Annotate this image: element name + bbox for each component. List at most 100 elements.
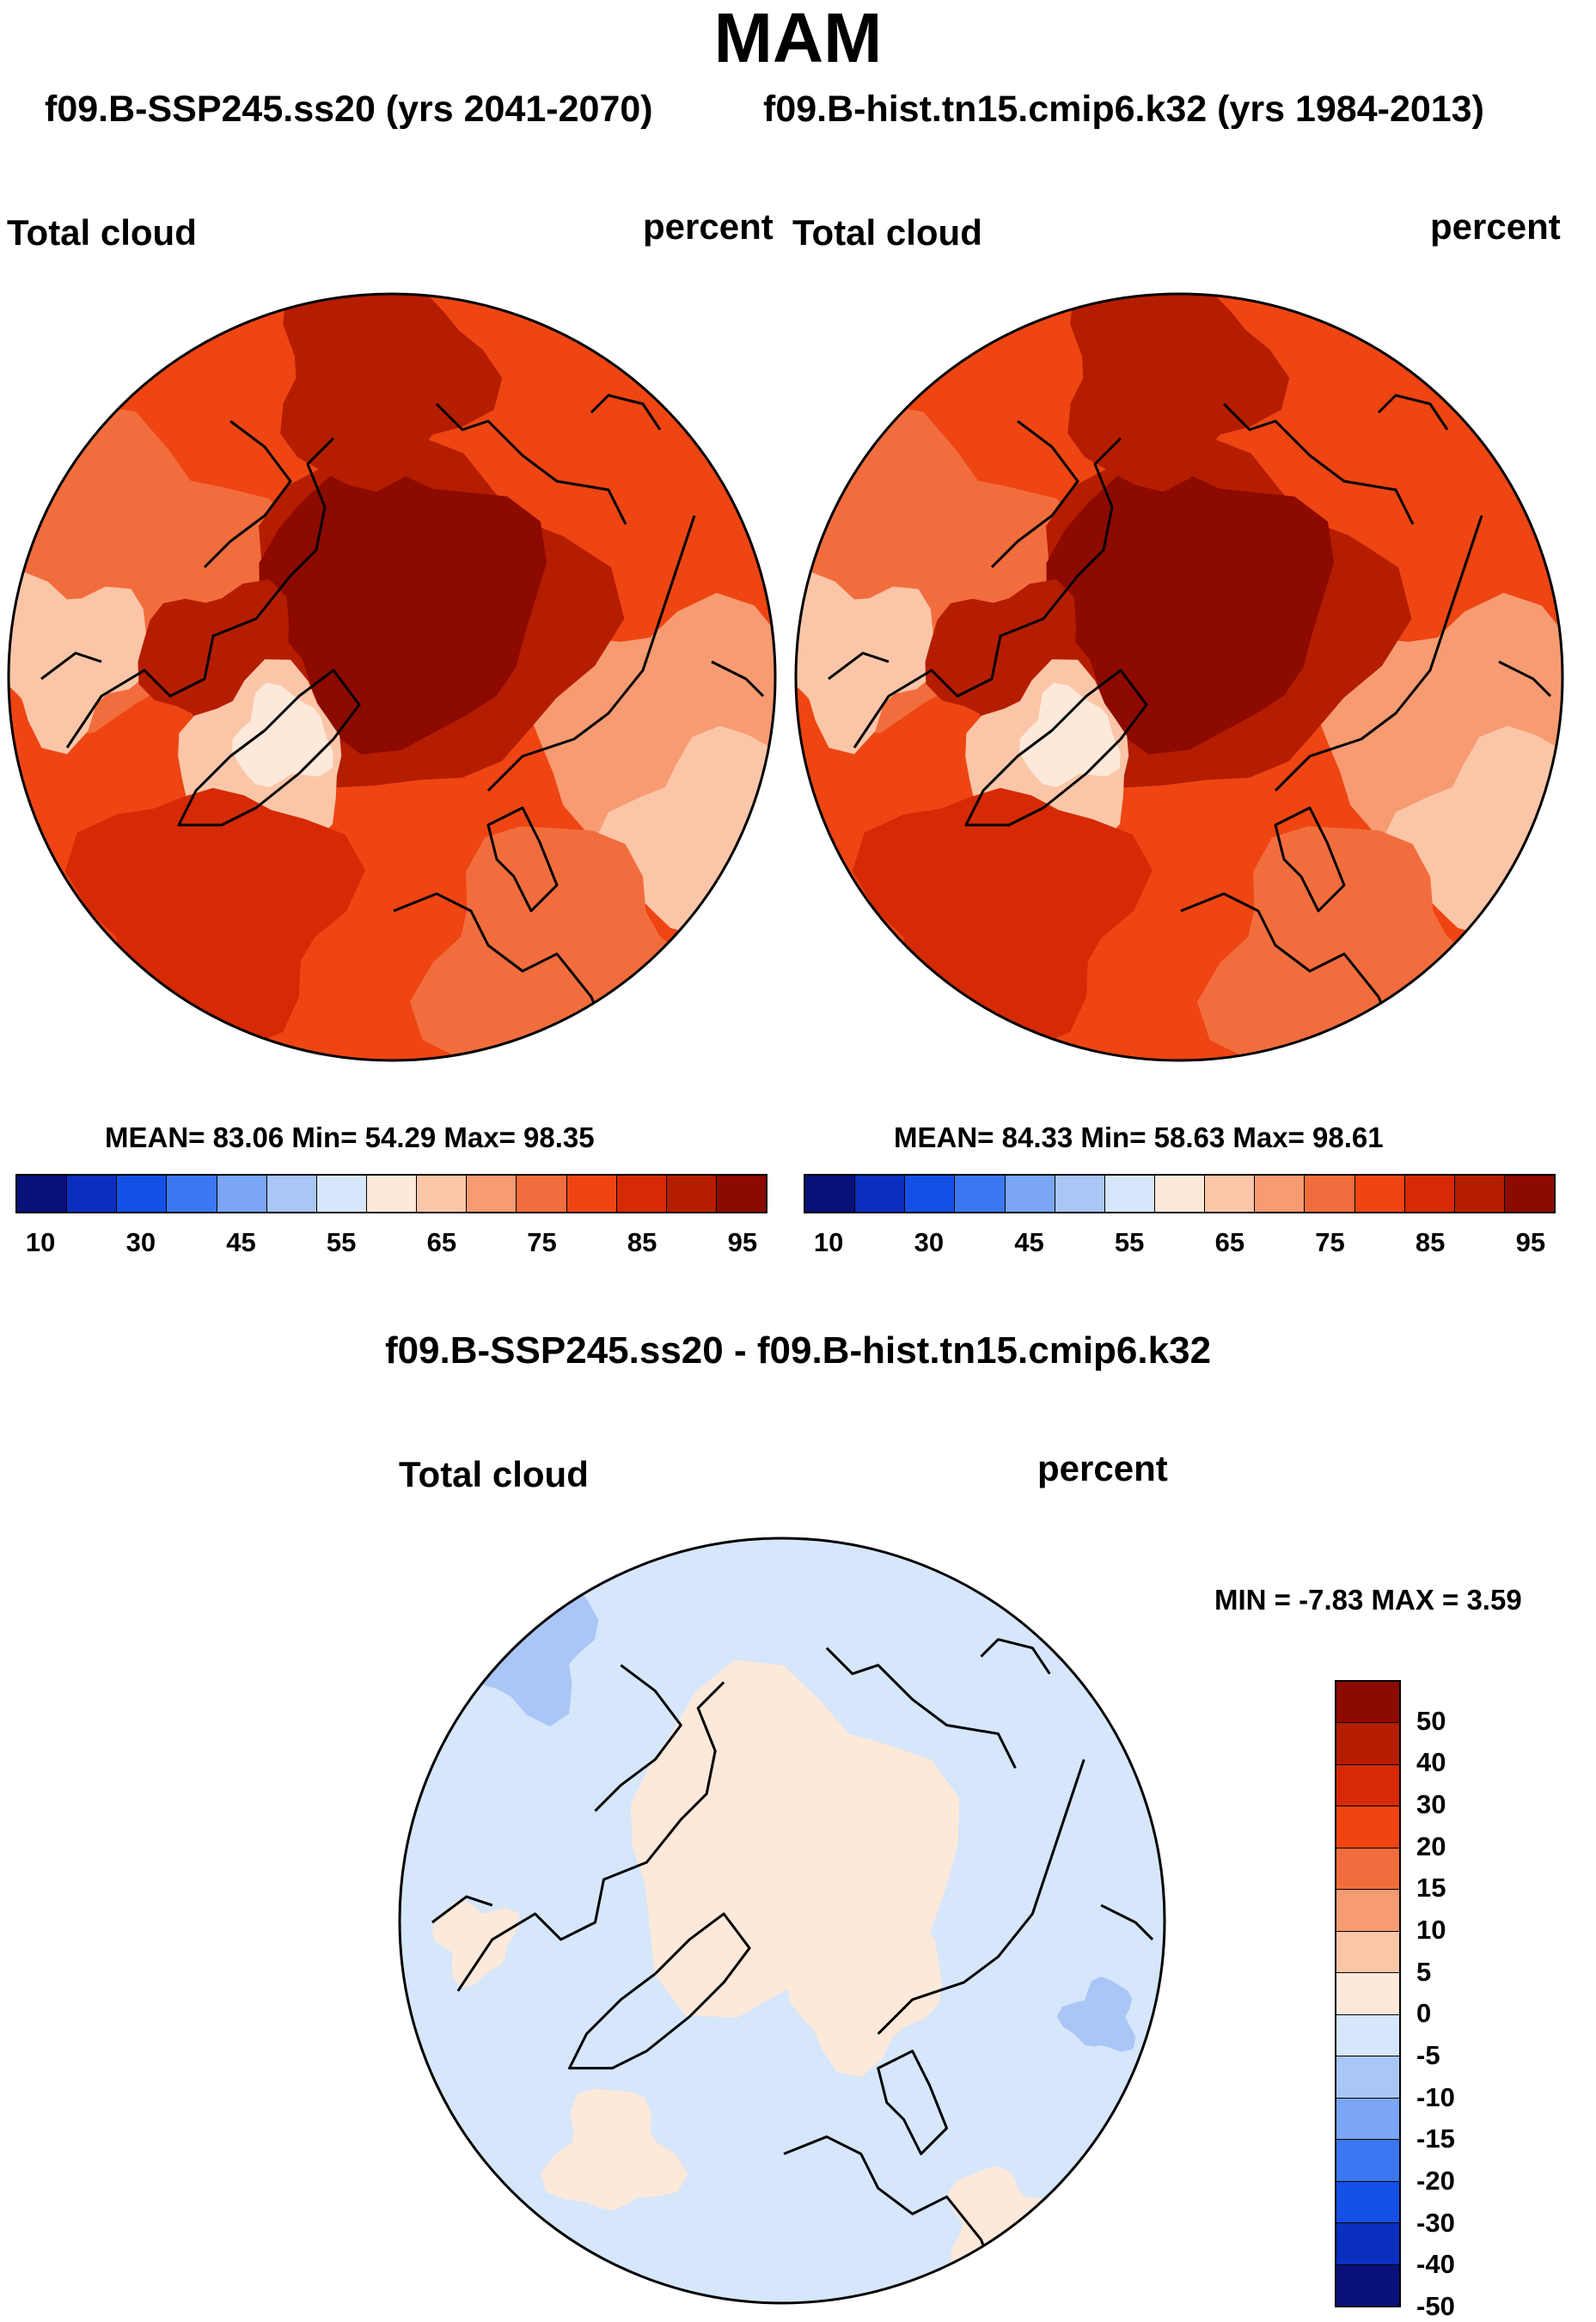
left-colorbar-tick-label: 45	[226, 1227, 256, 1257]
difference-map-field-5	[540, 2088, 688, 2211]
left-colorbar-swatch-5	[266, 1176, 317, 1212]
right-colorbar-swatch-1	[855, 1176, 906, 1212]
difference-colorbar-swatch-12	[1336, 2181, 1399, 2224]
difference-colorbar-tick-label: 40	[1416, 1747, 1446, 1778]
difference-colorbar-tick-label: -20	[1416, 2166, 1455, 2196]
right-map-coastline-5	[1377, 394, 1449, 431]
left-colorbar-tick-label: 30	[125, 1227, 156, 1257]
difference-colorbar-tick-label: 0	[1416, 1998, 1432, 2029]
right-colorbar-swatch-10	[1305, 1176, 1355, 1212]
left-map-coastline-3	[393, 892, 610, 1041]
difference-map-coastline-0	[456, 1681, 725, 1992]
left-map-field-7	[259, 465, 547, 755]
right-colorbar-swatch-2	[905, 1176, 956, 1212]
left-stats: MEAN= 83.06 Min= 54.29 Max= 98.35	[105, 1121, 595, 1154]
left-mean: 83.06	[212, 1121, 284, 1153]
right-min: 58.63	[1153, 1121, 1226, 1153]
difference-colorbar-swatch-8	[1336, 2014, 1399, 2057]
right-colorbar-tick-label: 55	[1114, 1227, 1145, 1257]
right-colorbar-swatch-0	[805, 1176, 856, 1212]
difference-colorbar-swatch-3	[1336, 1806, 1399, 1848]
difference-colorbar-swatch-4	[1336, 1848, 1399, 1891]
left-colorbar-swatch-2	[117, 1176, 168, 1212]
left-colorbar-swatch-3	[167, 1176, 217, 1212]
difference-colorbar-swatch-7	[1336, 1973, 1399, 2015]
left-map-coastline-6	[435, 402, 627, 525]
left-min: 54.29	[364, 1121, 437, 1153]
right-colorbar-swatch-14	[1504, 1176, 1555, 1212]
right-map-field-10	[1019, 682, 1121, 787]
right-map-boundary	[794, 292, 1564, 1062]
right-colorbar-tick-label: 95	[1515, 1227, 1546, 1257]
main-title: MAM	[713, 0, 883, 77]
right-colorbar-tick-label: 45	[1014, 1227, 1044, 1257]
difference-colorbar-tick-label: 20	[1416, 1830, 1446, 1861]
difference-map-coastline-2	[877, 2050, 949, 2155]
subtitle-left: f09.B-SSP245.ss20 (yrs 2041-2070)	[45, 89, 653, 130]
left-map-field-10	[232, 682, 333, 787]
difference-map-coastline-5	[980, 1638, 1051, 1675]
left-colorbar-swatch-9	[467, 1176, 517, 1212]
right-map	[794, 292, 1564, 1062]
difference-map-field-2	[787, 1903, 942, 2078]
subtitle-right: f09.B-hist.tn15.cmip6.k32 (yrs 1984-2013…	[763, 89, 1484, 130]
left-colorbar-swatch-10	[517, 1176, 567, 1212]
right-map-coastline-3	[1180, 892, 1397, 1041]
right-map-coastline-4	[1274, 515, 1483, 792]
difference-colorbar-tick-label: 30	[1416, 1789, 1446, 1819]
right-colorbar-swatch-11	[1354, 1176, 1405, 1212]
right-mean-label: MEAN=	[894, 1121, 994, 1153]
left-map-coastline-8	[40, 651, 102, 681]
right-panel-title: Total cloud	[792, 212, 982, 253]
right-map-coastline-6	[1222, 402, 1415, 525]
left-map-coastline-0	[65, 437, 335, 749]
difference-colorbar-swatch-14	[1336, 2264, 1399, 2307]
diff-max: 3.59	[1466, 1584, 1522, 1616]
left-max-label: Max=	[443, 1121, 516, 1153]
difference-colorbar-tick-label: 10	[1416, 1915, 1446, 1945]
left-colorbar	[15, 1174, 767, 1213]
right-map-field-7	[1046, 465, 1335, 755]
right-colorbar-swatch-13	[1454, 1176, 1505, 1212]
right-colorbar-tick-label: 30	[914, 1227, 945, 1257]
right-colorbar-swatch-6	[1104, 1176, 1155, 1212]
difference-colorbar-swatch-11	[1336, 2140, 1399, 2182]
right-colorbar-swatch-3	[955, 1176, 1006, 1212]
left-min-label: Min=	[291, 1121, 358, 1153]
right-map-coastline-1	[964, 669, 1148, 827]
difference-map-coastline-6	[825, 1647, 1017, 1769]
difference-colorbar-swatch-0	[1336, 1682, 1399, 1724]
right-colorbar-swatch-8	[1205, 1176, 1256, 1212]
left-colorbar-swatch-0	[17, 1176, 68, 1212]
difference-colorbar-swatch-2	[1336, 1764, 1399, 1807]
left-map-coastline-1	[177, 669, 361, 827]
difference-colorbar-tick-label: 50	[1416, 1705, 1446, 1736]
diff-max-label: MAX =	[1371, 1584, 1459, 1616]
difference-colorbar-tick-label: -15	[1416, 2123, 1455, 2154]
left-colorbar-swatch-8	[417, 1176, 468, 1212]
difference-map	[398, 1537, 1166, 2305]
difference-colorbar-tick-label: -50	[1416, 2291, 1455, 2321]
difference-colorbar-tick-label: 15	[1416, 1873, 1446, 1903]
left-colorbar-swatch-14	[716, 1176, 767, 1212]
left-panel-units: percent	[643, 206, 774, 247]
diff-panel-title: Total cloud	[399, 1454, 589, 1494]
difference-map-field-7	[431, 1900, 520, 1989]
left-map-boundary	[7, 292, 777, 1062]
difference-map-coastline-9	[1100, 1903, 1154, 1941]
left-map	[7, 292, 777, 1062]
left-max: 98.35	[523, 1121, 595, 1153]
difference-colorbar-tick-label: 5	[1416, 1956, 1432, 1987]
left-mean-label: MEAN=	[105, 1121, 205, 1153]
right-map-coastline-9	[1498, 660, 1552, 698]
left-panel-title: Total cloud	[7, 212, 197, 253]
difference-map-field-4	[1056, 1977, 1136, 2052]
difference-colorbar-swatch-5	[1336, 1890, 1399, 1932]
left-map-coastline-2	[486, 806, 559, 913]
difference-colorbar-tick-label: -10	[1416, 2081, 1455, 2112]
left-colorbar-tick-label: 85	[627, 1227, 657, 1257]
right-max-label: Max=	[1232, 1121, 1305, 1153]
left-colorbar-swatch-11	[566, 1176, 617, 1212]
right-min-label: Min=	[1080, 1121, 1147, 1153]
difference-colorbar-tick-label: -30	[1416, 2207, 1455, 2238]
